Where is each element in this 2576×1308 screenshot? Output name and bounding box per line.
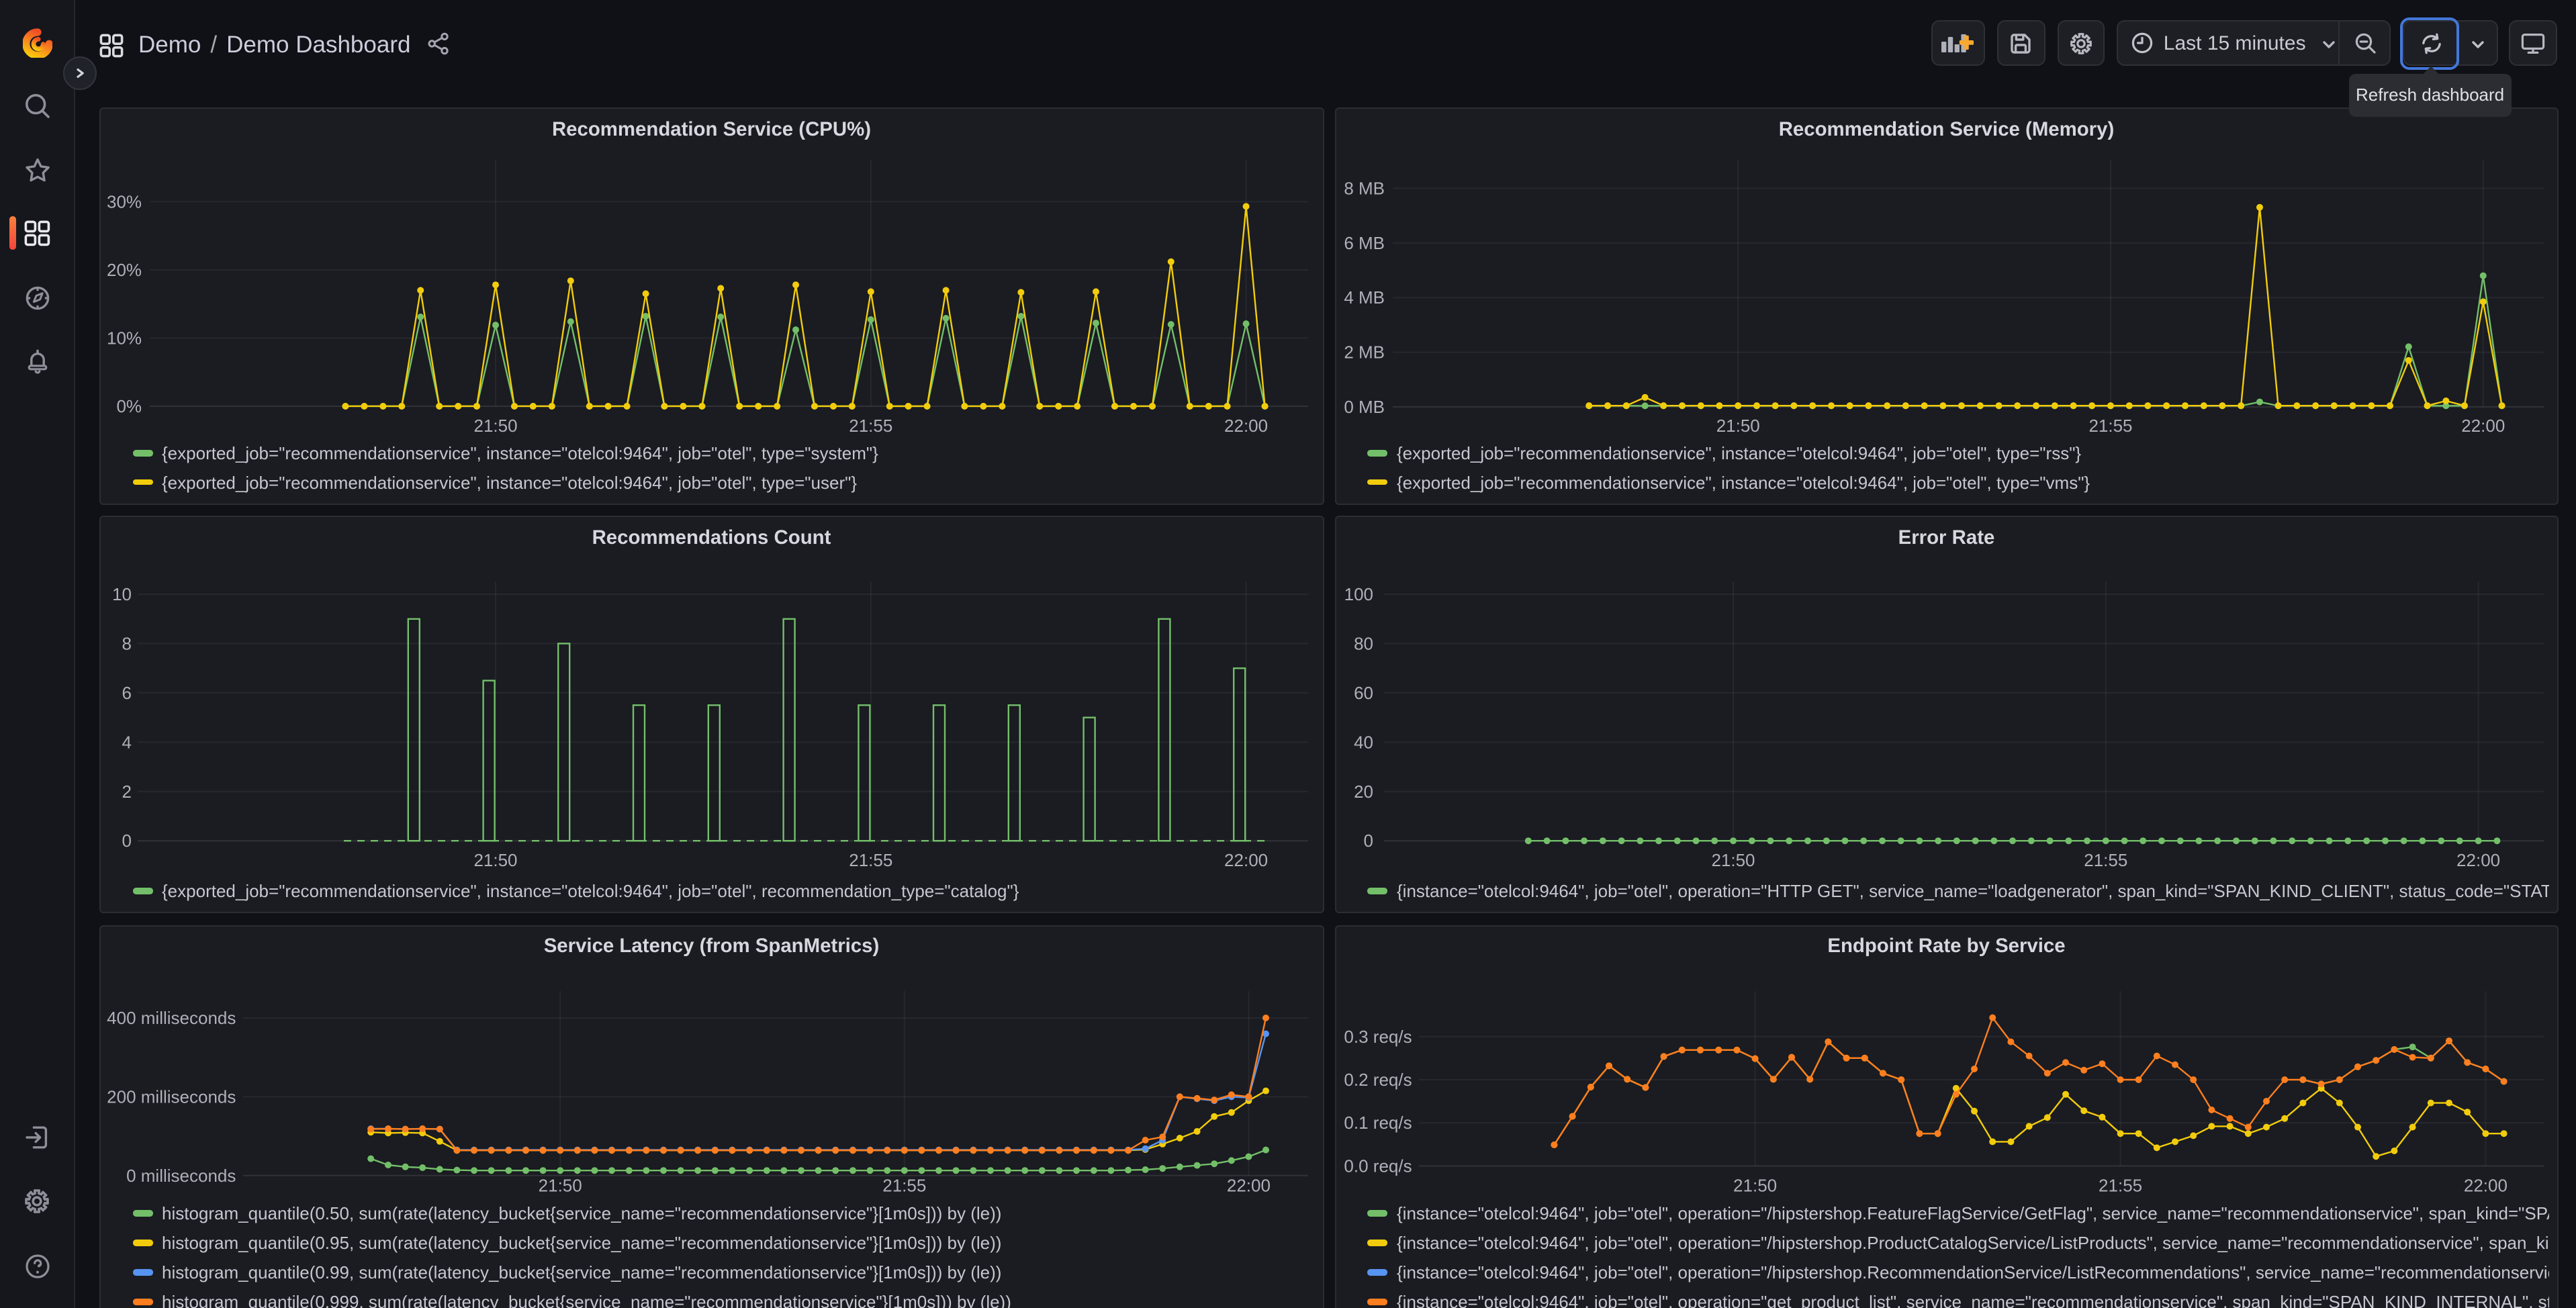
svg-text:200 milliseconds: 200 milliseconds	[107, 1086, 236, 1107]
svg-text:20%: 20%	[107, 260, 142, 280]
svg-text:0.1 req/s: 0.1 req/s	[1343, 1113, 1411, 1133]
svg-text:10%: 10%	[107, 328, 142, 348]
svg-text:4 MB: 4 MB	[1343, 287, 1384, 308]
svg-text:22:00: 22:00	[2460, 416, 2504, 436]
svg-text:22:00: 22:00	[2463, 1175, 2507, 1195]
svg-text:0.3 req/s: 0.3 req/s	[1343, 1026, 1411, 1046]
svg-text:0.0 req/s: 0.0 req/s	[1343, 1156, 1411, 1176]
svg-text:21:55: 21:55	[2088, 416, 2131, 436]
svg-text:21:50: 21:50	[1716, 416, 1759, 436]
svg-text:21:50: 21:50	[473, 416, 517, 436]
svg-text:6: 6	[122, 684, 132, 704]
svg-text:0%: 0%	[116, 396, 142, 416]
svg-text:22:00: 22:00	[1224, 851, 1268, 871]
svg-text:0: 0	[1363, 831, 1373, 851]
svg-text:22:00: 22:00	[2456, 851, 2499, 871]
svg-text:30%: 30%	[107, 192, 142, 212]
svg-text:21:55: 21:55	[849, 416, 892, 436]
svg-text:21:50: 21:50	[539, 1175, 582, 1195]
svg-text:8: 8	[122, 634, 132, 654]
svg-text:6 MB: 6 MB	[1343, 233, 1384, 253]
svg-text:400 milliseconds: 400 milliseconds	[107, 1008, 236, 1028]
svg-text:21:50: 21:50	[473, 851, 517, 871]
svg-text:8 MB: 8 MB	[1343, 179, 1384, 199]
svg-text:21:50: 21:50	[1733, 1175, 1776, 1195]
svg-text:0 MB: 0 MB	[1343, 397, 1384, 417]
svg-text:21:55: 21:55	[2083, 851, 2127, 871]
svg-text:22:00: 22:00	[1224, 416, 1268, 436]
svg-text:100: 100	[1344, 585, 1373, 605]
svg-text:0: 0	[122, 831, 132, 851]
svg-text:21:50: 21:50	[1710, 851, 1754, 871]
svg-text:21:55: 21:55	[849, 851, 892, 871]
svg-text:21:55: 21:55	[882, 1175, 926, 1195]
svg-text:22:00: 22:00	[1227, 1175, 1271, 1195]
svg-text:80: 80	[1353, 634, 1373, 654]
svg-text:0 milliseconds: 0 milliseconds	[126, 1165, 236, 1185]
svg-text:2 MB: 2 MB	[1343, 342, 1384, 363]
svg-text:2: 2	[122, 782, 132, 802]
svg-text:10: 10	[112, 585, 132, 605]
svg-text:0.2 req/s: 0.2 req/s	[1343, 1070, 1411, 1090]
svg-text:40: 40	[1353, 733, 1373, 753]
svg-text:21:55: 21:55	[2098, 1175, 2142, 1195]
svg-text:20: 20	[1353, 782, 1373, 802]
svg-text:60: 60	[1353, 684, 1373, 704]
svg-text:4: 4	[122, 733, 132, 753]
